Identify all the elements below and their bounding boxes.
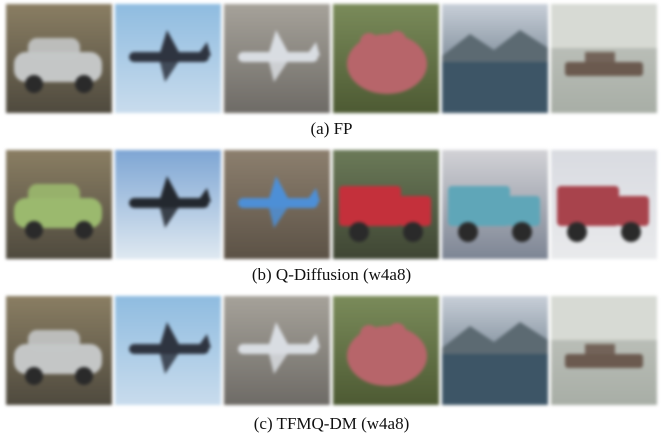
thumbnail-boat xyxy=(551,296,657,405)
caption-fp: (a) FP xyxy=(310,119,353,138)
thumbnail-airplane xyxy=(115,150,221,259)
image-row-tfmq-dm xyxy=(6,296,657,405)
thumbnail-truck xyxy=(551,150,657,259)
thumbnail-car xyxy=(6,4,112,113)
caption-tfmq-dm: (c) TFMQ-DM (w4a8) xyxy=(253,414,410,433)
thumbnail-truck xyxy=(333,150,439,259)
thumbnail-car xyxy=(6,296,112,405)
thumbnail-airplane xyxy=(224,150,330,259)
thumbnail-frog xyxy=(333,4,439,113)
thumbnail-airplane xyxy=(224,4,330,113)
thumbnail-frog xyxy=(333,296,439,405)
thumbnail-lake xyxy=(442,4,548,113)
caption-q-diffusion: (b) Q-Diffusion (w4a8) xyxy=(251,265,412,284)
image-row-q-diffusion xyxy=(6,150,657,259)
thumbnail-airplane xyxy=(115,296,221,405)
thumbnail-truck xyxy=(442,150,548,259)
thumbnail-airplane xyxy=(224,296,330,405)
thumbnail-car xyxy=(6,150,112,259)
thumbnail-boat xyxy=(551,4,657,113)
image-row-fp xyxy=(6,4,657,113)
thumbnail-lake xyxy=(442,296,548,405)
thumbnail-airplane xyxy=(115,4,221,113)
